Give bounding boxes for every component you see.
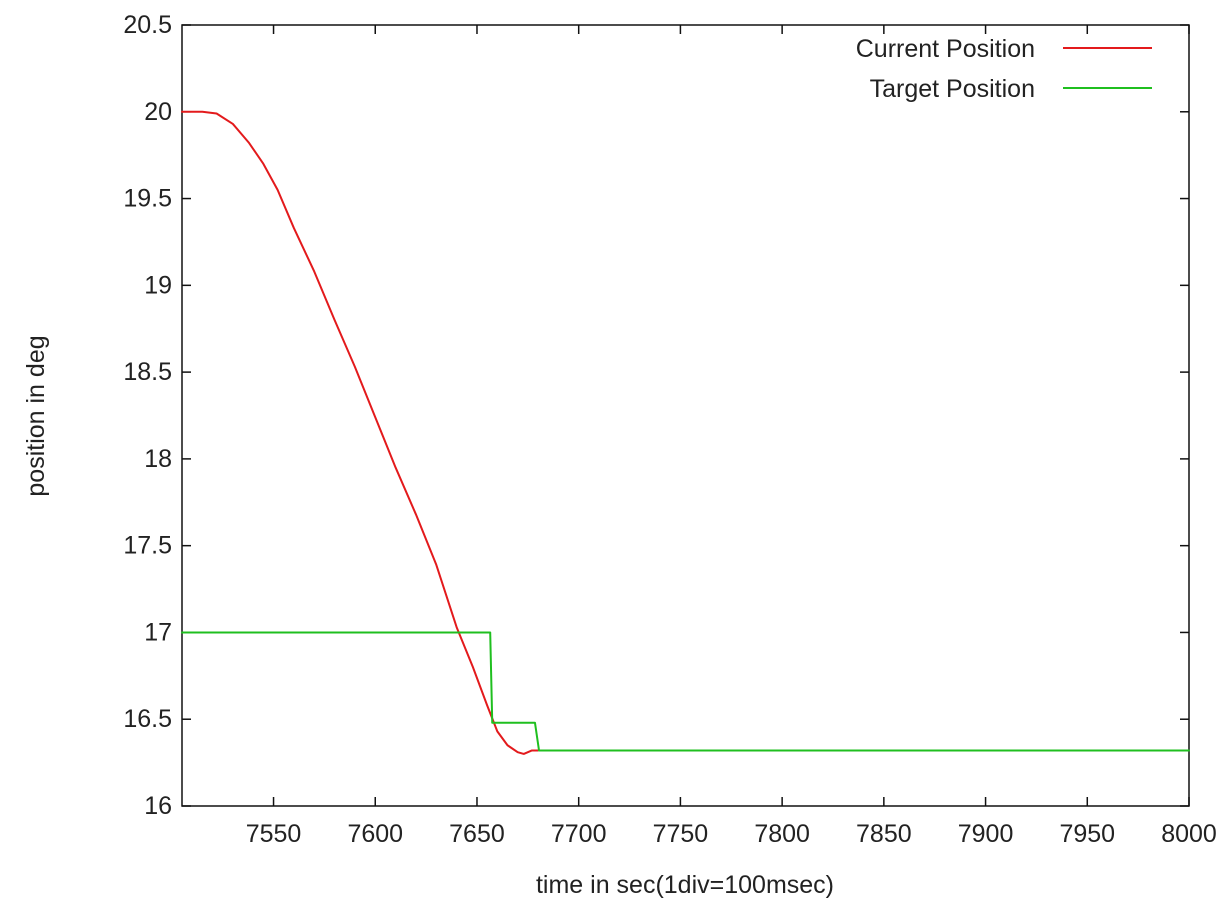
- y-tick-label: 18.5: [123, 358, 172, 386]
- series-layer: [181, 110, 1190, 755]
- x-tick-label: 7750: [653, 820, 709, 848]
- y-tick-label: 20.5: [123, 11, 172, 39]
- plot-frame: [181, 24, 1190, 807]
- y-axis-title: position in deg: [22, 335, 50, 496]
- x-tick-label: 7800: [754, 820, 810, 848]
- x-tick-label: 7850: [856, 820, 912, 848]
- x-axis-title: time in sec(1div=100msec): [536, 871, 834, 899]
- y-tick-label: 16.5: [123, 705, 172, 733]
- y-tick-label: 17.5: [123, 532, 172, 560]
- x-tick-label: 7700: [551, 820, 607, 848]
- x-axis-ticks: 7550 7600 7650 7700 7750 7800 7850 7900 7950 8000: [246, 25, 1217, 848]
- y-tick-label: 19: [144, 271, 172, 299]
- legend: Current Position Target Position: [856, 35, 1152, 103]
- legend-label: Target Position: [870, 75, 1035, 103]
- x-tick-label: 7650: [449, 820, 505, 848]
- x-tick-label: 7950: [1059, 820, 1115, 848]
- target-position-line: [181, 631, 1190, 752]
- legend-label: Current Position: [856, 35, 1035, 63]
- y-tick-label: 19.5: [123, 185, 172, 213]
- y-tick-label: 20: [144, 98, 172, 126]
- x-tick-label: 7600: [347, 820, 403, 848]
- x-tick-label: 8000: [1161, 820, 1217, 848]
- x-tick-label: 7900: [958, 820, 1014, 848]
- y-tick-label: 18: [144, 445, 172, 473]
- y-tick-label: 17: [144, 618, 172, 646]
- y-tick-label: 16: [144, 792, 172, 820]
- current-position-line: [181, 110, 540, 755]
- x-tick-label: 7550: [246, 820, 302, 848]
- y-axis-ticks: 16 16.5 17 17.5 18 18.5 19 19.5 20 20.5: [123, 11, 1189, 820]
